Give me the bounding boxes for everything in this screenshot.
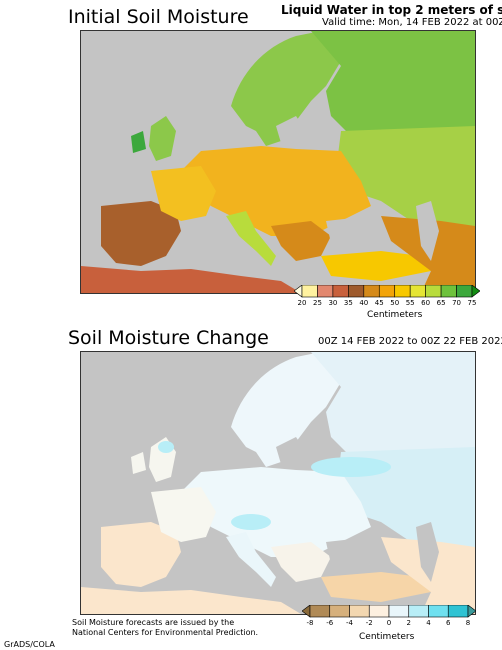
colorbar-segment xyxy=(368,605,390,618)
colorbar-segment xyxy=(440,285,457,298)
colorbar-segment xyxy=(317,285,334,298)
north-africa-land xyxy=(81,587,301,614)
footer-credit: GrADS/COLA xyxy=(4,640,55,649)
iberia-land xyxy=(101,201,181,266)
wet-patch xyxy=(158,441,174,453)
mediterranean-sea xyxy=(176,557,266,597)
black-sea xyxy=(326,537,386,567)
panel1-valid-time: Valid time: Mon, 14 FEB 2022 at 00Z xyxy=(322,17,502,28)
colorbar-segment xyxy=(349,605,370,618)
panel1-subtitle: Liquid Water in top 2 meters of soil xyxy=(281,3,502,17)
colorbar-segment xyxy=(329,605,350,618)
colorbar-arrow-high xyxy=(471,285,480,298)
colorbar-segment xyxy=(447,605,469,618)
france-land xyxy=(151,166,216,221)
map1-svg xyxy=(81,31,475,293)
colorbar-segment xyxy=(428,605,449,618)
caspian-sea xyxy=(416,201,439,261)
colorbar-tick-label: -8 xyxy=(306,619,314,627)
colorbar-tick-label: -2 xyxy=(365,619,373,627)
turkey-land xyxy=(321,572,431,602)
italy-land xyxy=(226,532,276,587)
baltic-sea xyxy=(276,437,306,467)
panel1-title: Initial Soil Moisture xyxy=(68,6,249,28)
north-africa-land xyxy=(81,266,301,293)
caspian-sea xyxy=(416,522,439,582)
scandinavia-land xyxy=(231,31,341,146)
turkey-land xyxy=(321,251,431,281)
colorbar-tick-label: -6 xyxy=(326,619,334,627)
central-europe-land xyxy=(181,467,371,557)
panel2-title: Soil Moisture Change xyxy=(68,327,269,349)
colorbar-tick-label: 2 xyxy=(406,619,411,627)
colorbar-segment xyxy=(363,285,380,298)
colorbar-tick-label: 60 xyxy=(421,299,431,307)
colorbar-arrow-low xyxy=(294,285,303,298)
colorbar-segment xyxy=(348,285,365,298)
colorbar-tick-label: 8 xyxy=(465,619,471,627)
footer-note-line1: Soil Moisture forecasts are issued by th… xyxy=(72,618,235,627)
panel1-colorbar-title: Centimeters xyxy=(367,310,423,320)
colorbar-segment xyxy=(378,285,396,298)
colorbar-segment xyxy=(409,285,426,298)
colorbar-segment xyxy=(388,605,410,618)
soil-moisture-change-map xyxy=(80,351,476,615)
iberia-land xyxy=(101,522,181,587)
balkans-land xyxy=(271,221,331,261)
colorbar-segment xyxy=(456,285,473,298)
wet-patch xyxy=(311,457,391,477)
colorbar-segment xyxy=(408,605,429,618)
colorbar-tick-label: 25 xyxy=(312,299,322,307)
france-land xyxy=(151,487,216,542)
northeast-land xyxy=(311,352,475,472)
colorbar-tick-label: 20 xyxy=(297,299,307,307)
northeast-land xyxy=(311,31,475,151)
colorbar-tick-label: 45 xyxy=(374,299,384,307)
wet-patch xyxy=(231,514,271,530)
uk-land xyxy=(149,116,176,161)
colorbar-arrow-low xyxy=(302,605,311,618)
colorbar-tick-label: 65 xyxy=(436,299,446,307)
colorbar-tick-label: 55 xyxy=(405,299,415,307)
colorbar-segment xyxy=(394,285,411,298)
black-sea xyxy=(326,216,386,246)
colorbar-tick-label: 70 xyxy=(452,299,461,307)
colorbar-tick-label: 75 xyxy=(467,299,477,307)
colorbar-tick-label: -4 xyxy=(346,619,353,627)
initial-soil-moisture-map xyxy=(80,30,476,294)
russia-land xyxy=(336,126,475,241)
colorbar-tick-label: 6 xyxy=(446,619,451,627)
colorbar-tick-label: 50 xyxy=(390,299,400,307)
colorbar-tick-label: 35 xyxy=(343,299,353,307)
russia-land xyxy=(336,447,475,562)
map2-svg xyxy=(81,352,475,614)
ireland-land xyxy=(131,452,146,474)
balkans-land xyxy=(271,542,331,582)
colorbar-tick-label: 4 xyxy=(426,619,431,627)
footer-note-line2: National Centers for Environmental Predi… xyxy=(72,628,259,637)
colorbar-segment xyxy=(301,285,318,298)
panel2-colorbar-title: Centimeters xyxy=(359,632,415,642)
colorbar-segment xyxy=(425,285,442,298)
panel1-colorbar xyxy=(294,285,480,298)
colorbar-tick-label: 40 xyxy=(359,299,369,307)
colorbar-tick-label: 30 xyxy=(328,299,338,307)
colorbar-arrow-high xyxy=(467,605,476,618)
baltic-sea xyxy=(276,116,306,146)
colorbar-segment xyxy=(309,605,331,618)
panel2-valid-range: 00Z 14 FEB 2022 to 00Z 22 FEB 2022 xyxy=(318,336,502,347)
central-europe-land xyxy=(181,146,371,236)
colorbar-tick-label: 0 xyxy=(386,619,392,627)
scandinavia-land xyxy=(231,352,341,467)
italy-land xyxy=(226,211,276,266)
panel2-colorbar xyxy=(302,605,476,618)
mediterranean-sea xyxy=(176,236,266,276)
colorbar-segment xyxy=(332,285,349,298)
ireland-land xyxy=(131,131,146,153)
